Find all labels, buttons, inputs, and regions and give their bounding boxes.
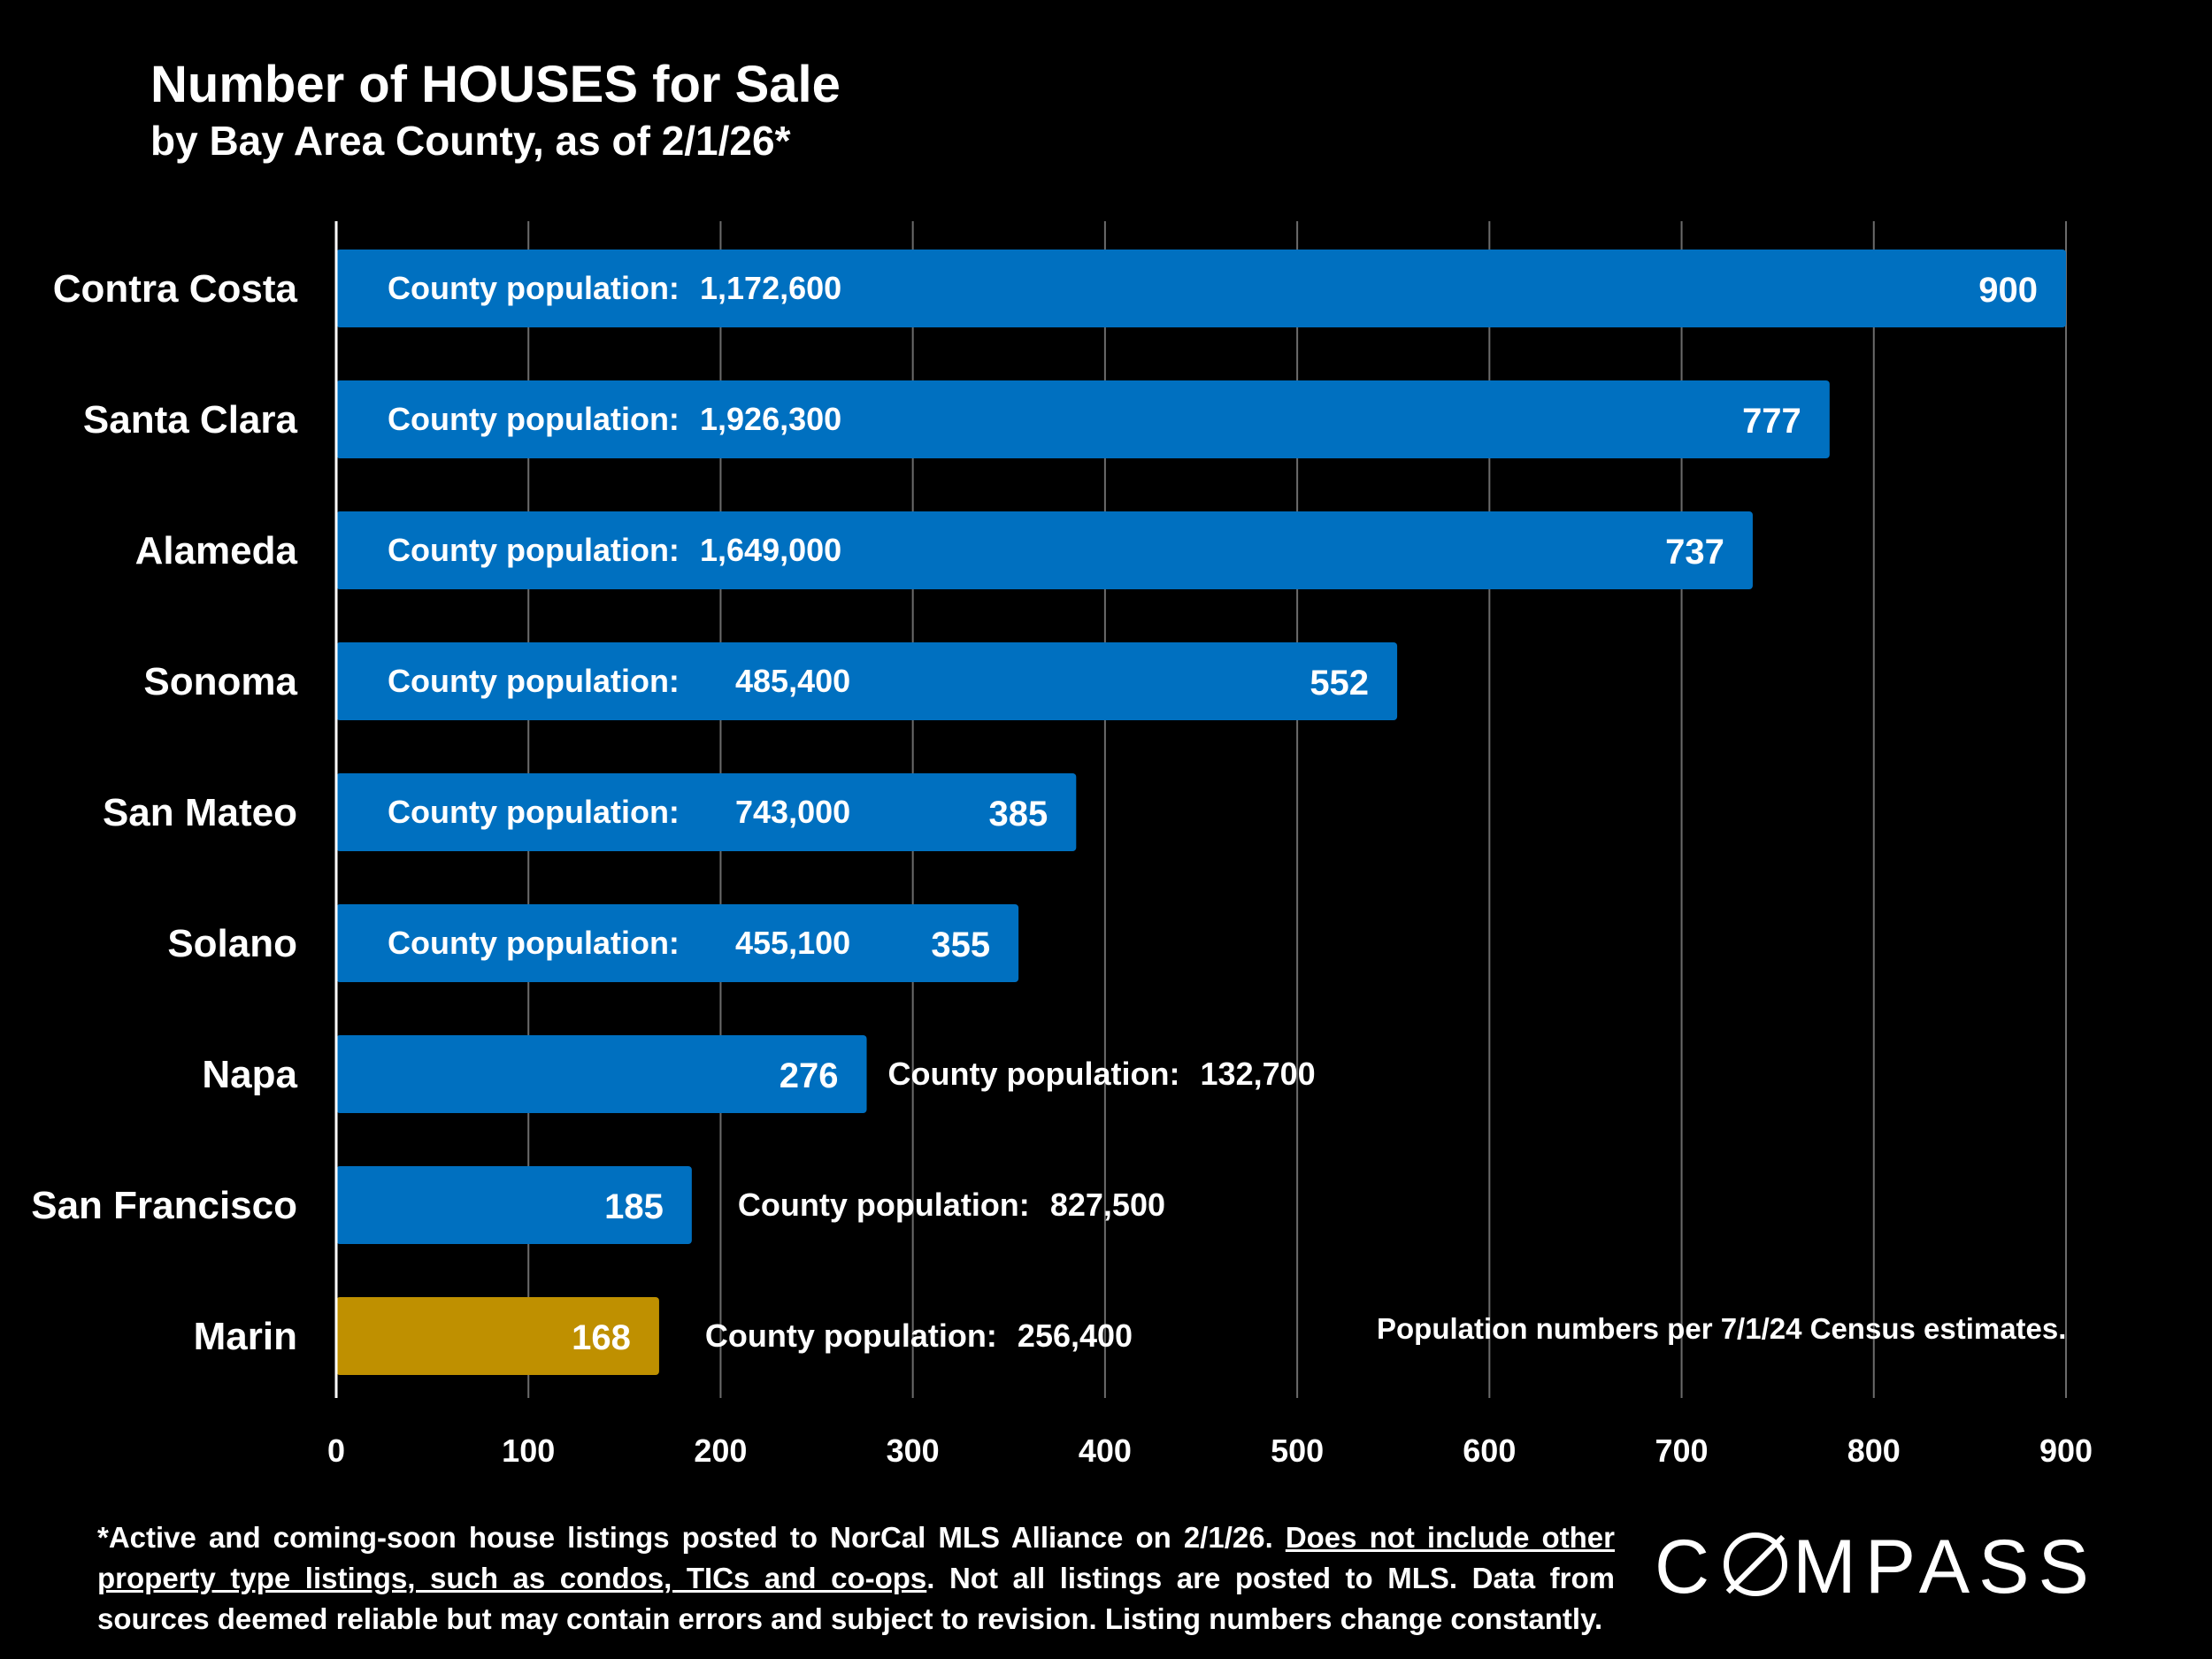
logo-letter-c: C <box>1655 1525 1719 1609</box>
value-label: 355 <box>931 926 990 964</box>
bar-santa-clara <box>336 380 1830 458</box>
x-tick-label: 600 <box>1463 1432 1516 1469</box>
category-label: San Mateo <box>103 791 297 834</box>
category-label: Santa Clara <box>83 398 298 442</box>
population-value: 827,500 <box>1050 1187 1165 1223</box>
value-label: 185 <box>604 1187 664 1226</box>
bar-san-mateo <box>336 773 1077 851</box>
x-tick-label: 700 <box>1655 1432 1709 1469</box>
category-label: Solano <box>167 922 297 965</box>
chart-title: Number of HOUSES for Sale <box>150 56 841 113</box>
population-value: 1,649,000 <box>700 532 841 568</box>
value-label: 737 <box>1665 533 1724 572</box>
population-value: 1,926,300 <box>700 401 841 437</box>
x-tick-label: 300 <box>887 1432 940 1469</box>
x-tick-label: 500 <box>1271 1432 1324 1469</box>
population-label: County population: <box>888 1056 1180 1092</box>
population-label: County population: <box>738 1187 1030 1223</box>
value-label: 900 <box>1978 271 2038 310</box>
x-tick-label: 200 <box>694 1432 747 1469</box>
bar-sonoma <box>336 642 1398 720</box>
category-label: Sonoma <box>143 660 297 703</box>
footnote-text: *Active and coming-soon house listings p… <box>97 1521 1286 1554</box>
bar-chart: 0 100 200 300 400 500 600 700 800 900 Contra Costa… <box>31 221 2093 1469</box>
logo-o-mark <box>1724 1532 1788 1596</box>
footnote-text-continued: . Not all listings are posted to MLS. Da… <box>97 1562 1615 1635</box>
x-tick-label: 800 <box>1847 1432 1901 1469</box>
category-label: San Francisco <box>31 1184 297 1227</box>
population-label: County population: <box>705 1317 997 1354</box>
census-annotation: Population numbers per 7/1/24 Census est… <box>1377 1312 2066 1345</box>
population-label: County population: <box>388 532 680 568</box>
population-label: County population: <box>388 270 680 306</box>
population-label: County population: <box>388 401 680 437</box>
population-value: 743,000 <box>735 794 850 830</box>
footnote: *Active and coming-soon house listings p… <box>97 1517 1615 1640</box>
x-tick-label: 900 <box>2039 1432 2093 1469</box>
population-value: 485,400 <box>735 663 850 699</box>
bar-solano <box>336 904 1019 982</box>
bar-san-francisco <box>336 1166 692 1244</box>
population-value: 256,400 <box>1018 1317 1133 1354</box>
logo-letters: MPASS <box>1793 1525 2098 1609</box>
value-label: 168 <box>572 1318 631 1357</box>
footnote-underlined-text: Does not include other property type lis… <box>97 1521 1615 1594</box>
value-label: 276 <box>780 1056 839 1095</box>
population-label: County population: <box>388 925 680 961</box>
chart-subtitle: by Bay Area County, as of 2/1/26* <box>150 118 791 164</box>
x-tick-label: 0 <box>327 1432 345 1469</box>
population-value: 455,100 <box>735 925 850 961</box>
bar-napa <box>336 1035 867 1113</box>
bar-contra-costa <box>336 250 2066 327</box>
category-label: Alameda <box>135 529 298 572</box>
category-label: Marin <box>194 1315 297 1358</box>
category-label: Contra Costa <box>53 267 298 311</box>
x-tick-label: 100 <box>502 1432 555 1469</box>
category-label: Napa <box>202 1053 297 1096</box>
bar-alameda <box>336 511 1753 589</box>
value-label: 385 <box>989 795 1048 833</box>
population-value: 132,700 <box>1201 1056 1316 1092</box>
bar-marin <box>336 1297 659 1375</box>
compass-logo: C MPASS <box>1655 1524 2098 1611</box>
population-value: 1,172,600 <box>700 270 841 306</box>
population-label: County population: <box>388 663 680 699</box>
value-label: 552 <box>1310 664 1369 703</box>
x-tick-label: 400 <box>1079 1432 1132 1469</box>
population-label: County population: <box>388 794 680 830</box>
value-label: 777 <box>1742 402 1801 441</box>
